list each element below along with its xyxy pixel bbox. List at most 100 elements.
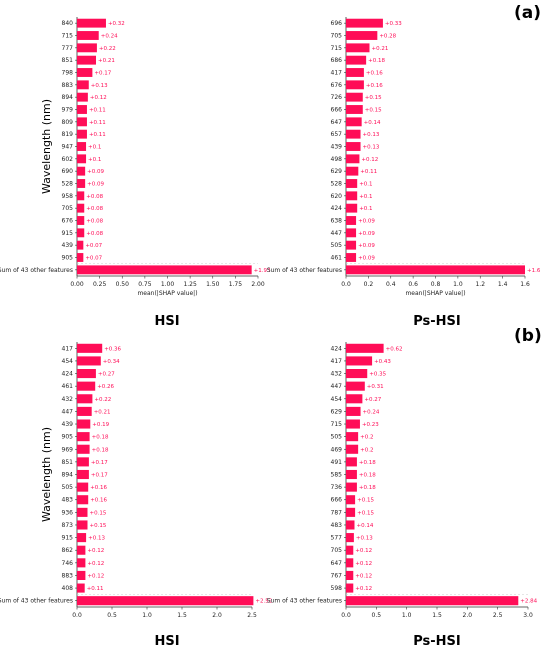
bar — [77, 228, 85, 238]
category-label: 424 — [62, 371, 74, 378]
category-label: 469 — [331, 446, 343, 453]
value-label: +0.09 — [358, 219, 375, 225]
category-label: 736 — [331, 484, 343, 491]
value-label: +0.15 — [90, 523, 107, 529]
value-label: +0.07 — [85, 243, 102, 249]
bar — [77, 55, 97, 65]
category-label: 715 — [62, 33, 74, 40]
x-tick-label: 1.00 — [161, 281, 175, 288]
value-label: +0.15 — [365, 95, 382, 101]
value-label: +0.13 — [356, 536, 373, 542]
value-label: +0.16 — [366, 71, 383, 77]
x-tick-label: 2.0 — [463, 612, 473, 619]
value-label: +0.12 — [355, 548, 372, 554]
bar — [77, 80, 89, 90]
category-label: 905 — [62, 434, 74, 441]
value-label: +0.11 — [89, 132, 106, 138]
category-label: 787 — [331, 509, 343, 516]
value-label: +0.15 — [365, 108, 382, 114]
value-label: +0.2 — [360, 447, 373, 453]
bar — [77, 179, 86, 188]
category-label: 958 — [62, 193, 74, 200]
value-label: +0.12 — [87, 561, 104, 567]
x-tick-label: 0.00 — [70, 281, 84, 288]
category-label: 417 — [62, 345, 74, 352]
value-label: +0.08 — [86, 231, 103, 237]
value-label: +0.09 — [87, 182, 104, 188]
value-label: +0.08 — [86, 219, 103, 225]
bar — [346, 129, 361, 139]
category-label: 705 — [62, 205, 74, 212]
value-label: +0.18 — [359, 473, 376, 479]
category-label: 746 — [62, 560, 74, 567]
value-label: +0.34 — [103, 359, 120, 365]
value-label: +0.13 — [88, 536, 105, 542]
bar — [346, 507, 356, 517]
value-label: +0.12 — [355, 573, 372, 579]
bar — [77, 432, 90, 442]
x-tick-label: 0.5 — [107, 612, 117, 619]
bar — [346, 369, 368, 379]
x-tick-label: 1.5 — [432, 612, 442, 619]
bar — [77, 406, 92, 416]
category-label: 851 — [62, 459, 74, 466]
bar — [346, 142, 361, 151]
x-tick-label: 1.50 — [206, 281, 220, 288]
bar — [77, 419, 91, 429]
value-label: +0.18 — [92, 435, 109, 441]
bar — [77, 457, 89, 467]
value-label: +0.11 — [89, 108, 106, 114]
value-label: +0.24 — [363, 409, 380, 415]
bar — [346, 117, 362, 127]
value-label: +0.1 — [359, 206, 372, 212]
value-label: +0.21 — [98, 58, 115, 64]
bar — [77, 520, 88, 530]
value-label: +0.12 — [355, 586, 372, 592]
category-label: 447 — [62, 408, 74, 415]
category-label: Sum of 43 other features — [267, 267, 342, 274]
category-label: 947 — [62, 144, 74, 151]
category-label: 862 — [62, 547, 74, 554]
bar — [346, 558, 354, 568]
x-tick-label: 1.4 — [498, 281, 508, 288]
value-label: +0.15 — [90, 510, 107, 516]
bar — [77, 117, 87, 127]
value-label: +0.18 — [359, 485, 376, 491]
value-label: +0.07 — [85, 256, 102, 262]
category-label: 676 — [331, 82, 343, 89]
category-label: 905 — [62, 255, 74, 262]
category-label: 408 — [62, 585, 74, 592]
category-label: 915 — [62, 230, 74, 237]
category-label: 417 — [331, 70, 343, 77]
value-label: +0.21 — [94, 409, 111, 415]
category-label: 676 — [62, 218, 74, 225]
category-label: 840 — [62, 20, 74, 27]
category-label: 424 — [331, 345, 343, 352]
bar — [77, 142, 87, 151]
bar — [346, 444, 359, 454]
chart-title: HSI — [154, 634, 179, 649]
value-label: +0.11 — [360, 169, 377, 175]
value-label: +0.15 — [357, 510, 374, 516]
category-label: 432 — [331, 371, 343, 378]
bar — [77, 482, 89, 492]
value-label: +0.19 — [92, 422, 109, 428]
category-label: 447 — [331, 383, 343, 390]
bar — [77, 191, 85, 201]
value-label: +0.31 — [367, 384, 384, 390]
category-label: 666 — [331, 107, 343, 114]
category-label: 432 — [62, 396, 74, 403]
category-label: 915 — [62, 535, 74, 542]
category-label: 969 — [62, 446, 74, 453]
x-tick-label: 1.0 — [402, 612, 412, 619]
bar — [77, 394, 93, 404]
bar — [346, 92, 363, 102]
category-label: 602 — [62, 156, 74, 163]
x-tick-label: 1.25 — [183, 281, 197, 288]
category-label: 620 — [331, 193, 343, 200]
bar — [77, 343, 103, 353]
chart-title: HSI — [154, 314, 179, 329]
category-label: 777 — [62, 45, 74, 52]
